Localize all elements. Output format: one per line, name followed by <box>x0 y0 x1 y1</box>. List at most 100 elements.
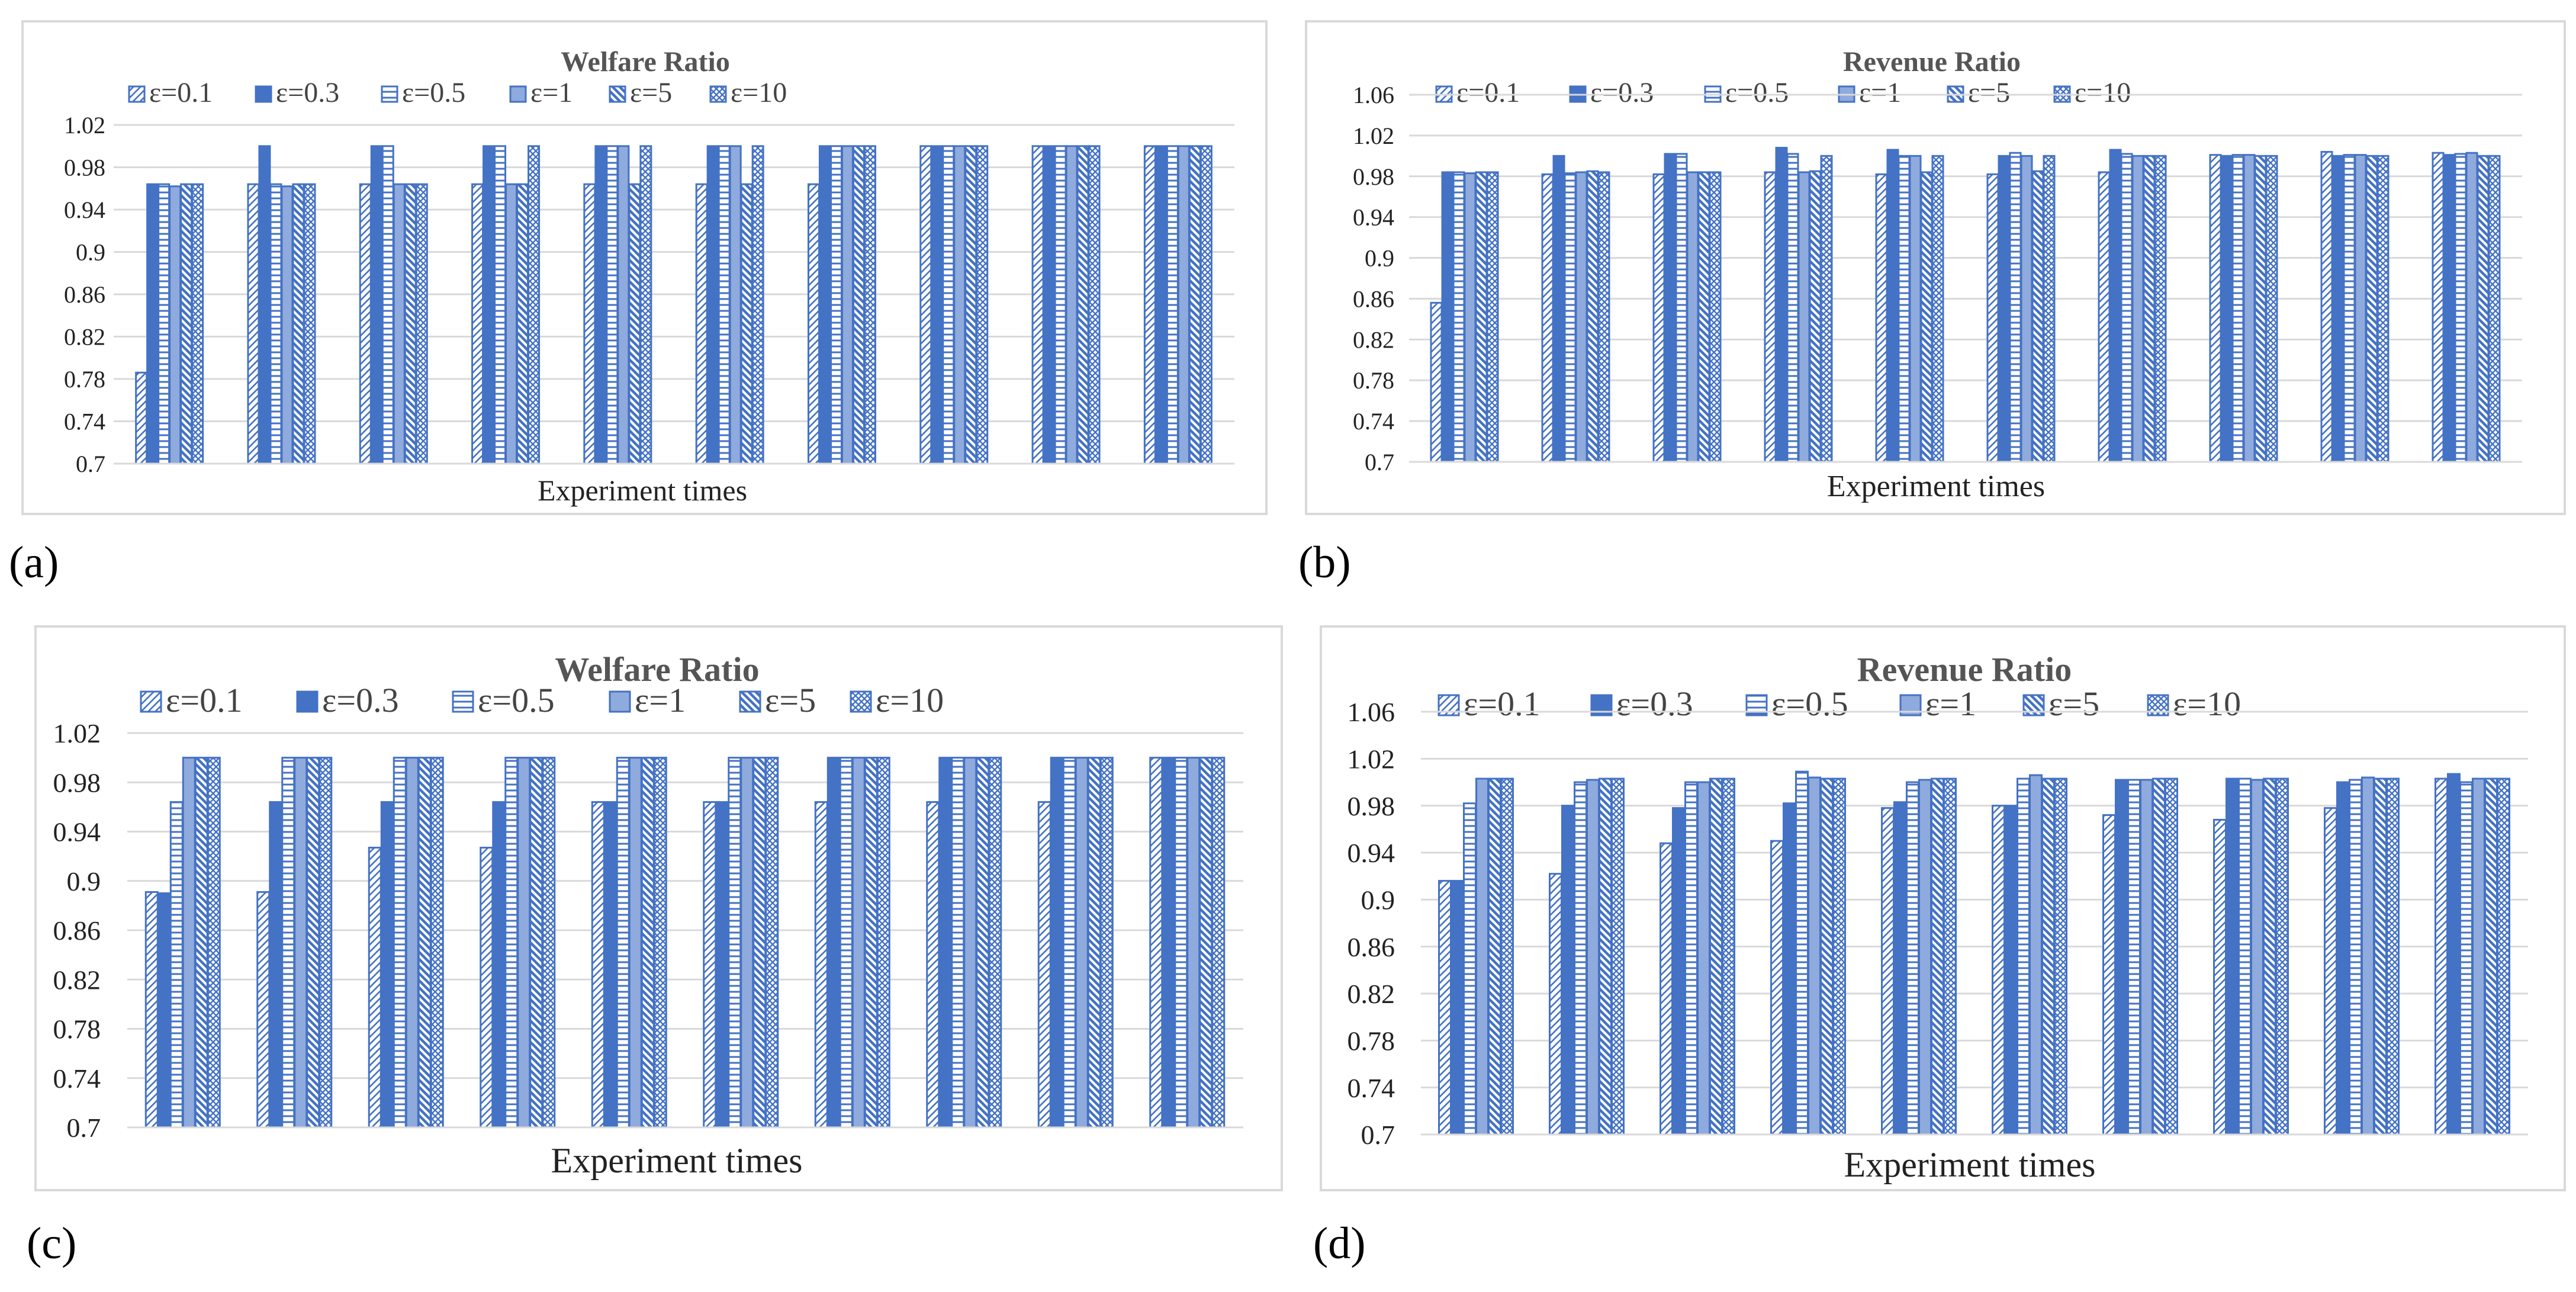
bar <box>2109 149 2122 463</box>
bar <box>653 757 667 1129</box>
bar <box>1795 770 1809 1136</box>
legend-label: ε=0.5 <box>1771 684 1848 723</box>
bar <box>483 145 496 465</box>
bar <box>505 183 518 465</box>
bar <box>393 183 406 465</box>
bar <box>591 801 605 1129</box>
bar <box>1898 155 1911 463</box>
bar <box>1464 172 1477 463</box>
bar <box>2140 779 2153 1136</box>
bar <box>1452 171 1465 463</box>
bar <box>306 757 320 1129</box>
bar <box>2472 777 2485 1136</box>
legend-label: ε=0.3 <box>1590 77 1654 108</box>
bar <box>430 757 444 1129</box>
panel-label: (a) <box>9 538 59 587</box>
bar <box>292 183 305 465</box>
legend: ε=0.1 ε=0.3 ε=0.5 ε=1 ε=5 ε=10 <box>1437 684 2241 723</box>
bar <box>1943 777 1957 1136</box>
bar <box>988 757 1002 1129</box>
bar <box>404 183 417 465</box>
y-tick-label: 0.94 <box>64 197 105 223</box>
legend-label: ε=0.1 <box>166 681 243 719</box>
y-tick-label: 0.82 <box>1353 326 1394 353</box>
x-axis-label: Experiment times <box>1827 470 2045 503</box>
bar <box>1709 777 1723 1136</box>
legend-label: ε=0.5 <box>1725 77 1789 108</box>
y-axis-ticks: 1.02 0.98 0.94 0.9 0.86 0.82 0.78 0.74 0.7 <box>53 718 101 1143</box>
bar <box>2243 154 2256 463</box>
bar <box>606 145 619 465</box>
bar <box>529 757 543 1129</box>
y-tick-label: 0.86 <box>1353 285 1394 312</box>
bar <box>2435 777 2448 1136</box>
bar <box>1586 779 1600 1136</box>
y-tick-label: 0.74 <box>1353 408 1394 435</box>
y-tick-label: 1.06 <box>1353 82 1394 108</box>
bar <box>1552 155 1565 463</box>
bar <box>1076 145 1089 465</box>
legend-label: ε=5 <box>2048 684 2099 723</box>
bar <box>1675 153 1688 463</box>
bar <box>851 757 866 1129</box>
bar <box>926 801 940 1129</box>
bar <box>1441 171 1454 463</box>
y-tick-label: 0.98 <box>64 155 105 181</box>
y-axis-ticks: 1.06 1.02 0.98 0.94 0.9 0.86 0.82 0.78 0.74 0.7 <box>1353 82 1394 475</box>
bar <box>740 757 754 1129</box>
bar <box>617 145 630 465</box>
y-tick-label: 1.02 <box>53 718 101 748</box>
legend-swatch <box>296 690 319 713</box>
bar <box>1186 757 1201 1129</box>
panel-label: (d) <box>1313 1219 1366 1268</box>
bar <box>1998 155 2011 463</box>
bar <box>728 757 742 1129</box>
bar <box>1893 801 1907 1136</box>
bar <box>1199 145 1213 465</box>
legend-label: ε=0.1 <box>1456 77 1520 108</box>
bar <box>1709 171 1722 463</box>
bar <box>863 145 876 465</box>
bar <box>1043 145 1056 465</box>
y-tick-label: 0.7 <box>1365 449 1394 475</box>
bar <box>2043 155 2056 463</box>
bar <box>1162 757 1176 1129</box>
bar <box>1541 173 1554 463</box>
bar <box>2447 773 2461 1136</box>
bar <box>1451 880 1464 1136</box>
bar <box>1430 301 1443 463</box>
bar <box>2263 777 2276 1136</box>
bar <box>256 891 271 1129</box>
y-tick-label: 0.86 <box>1348 932 1395 962</box>
legend-label: ε=10 <box>876 681 944 719</box>
y-tick-label: 1.02 <box>64 112 105 139</box>
bar <box>144 891 159 1129</box>
bar <box>963 757 977 1129</box>
bar <box>718 145 731 465</box>
chart-panel-c: Welfare Ratio ε=0.1 ε=0.3 ε=0.5 ε=1 ε=5 ε=10 … <box>27 625 1283 1268</box>
bar <box>1486 171 1499 463</box>
bar <box>729 145 742 465</box>
panel-label: (b) <box>1298 538 1351 587</box>
bar <box>2098 171 2111 463</box>
bar <box>2165 777 2178 1136</box>
bar <box>1463 802 1477 1136</box>
y-tick-label: 0.82 <box>53 965 101 995</box>
bar <box>964 145 977 465</box>
bar <box>2152 777 2166 1136</box>
chart-title: Revenue Ratio <box>1857 650 2072 689</box>
bar <box>2017 777 2030 1136</box>
bar <box>281 185 294 465</box>
bar <box>2361 776 2375 1136</box>
bar <box>1188 145 1201 465</box>
bar <box>542 757 556 1129</box>
bar <box>2127 779 2141 1136</box>
y-tick-label: 0.94 <box>1348 838 1395 868</box>
bar <box>829 145 842 465</box>
legend-swatch <box>609 690 631 713</box>
legend-label: ε=1 <box>1925 684 1976 723</box>
bar <box>1697 781 1710 1136</box>
bar <box>1875 173 1888 463</box>
bar <box>1686 171 1699 463</box>
legend-label: ε=10 <box>2075 77 2131 108</box>
